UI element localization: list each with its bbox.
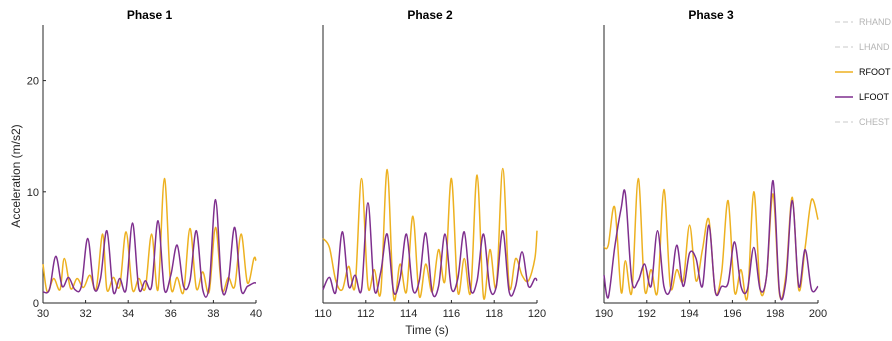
legend-label: LHAND: [859, 42, 890, 52]
x-tick-label: 34: [122, 308, 134, 320]
x-tick-label: 112: [357, 308, 375, 320]
series-line-lfoot: [42, 198, 257, 298]
x-tick-label: 110: [314, 308, 332, 320]
legend-item-rhand: RHAND: [835, 17, 892, 27]
x-tick-label: 198: [766, 308, 784, 320]
legend-item-lfoot: LFOOT: [835, 92, 890, 102]
x-tick-label: 118: [485, 308, 503, 320]
series-line-rfoot: [42, 177, 257, 295]
y-tick-label: 0: [33, 298, 39, 310]
legend-label: CHEST: [859, 117, 890, 127]
x-tick-label: 40: [250, 308, 262, 320]
y-tick-label: 20: [27, 76, 39, 88]
x-axis-label: Time (s): [405, 323, 449, 337]
legend-label: LFOOT: [859, 92, 890, 102]
x-tick-label: 200: [809, 308, 827, 320]
legend-item-chest: CHEST: [835, 117, 890, 127]
x-tick-label: 192: [638, 308, 656, 320]
panel-1: Phase 1 30 32 34 36 38 40 0 10 20: [27, 8, 262, 320]
legend-item-lhand: LHAND: [835, 42, 890, 52]
y-tick-label: 10: [27, 187, 39, 199]
x-tick-label: 38: [207, 308, 219, 320]
x-tick-label: 114: [400, 308, 418, 320]
x-tick-label: 30: [37, 308, 49, 320]
legend-item-rfoot: RFOOT: [835, 67, 891, 77]
x-tick-label: 116: [443, 308, 461, 320]
legend: RHAND LHAND RFOOT LFOOT CHEST: [835, 17, 892, 127]
x-tick-label: 190: [595, 308, 613, 320]
legend-label: RFOOT: [859, 67, 891, 77]
x-tick-label: 32: [79, 308, 91, 320]
legend-label: RHAND: [859, 17, 892, 27]
x-tick-label: 36: [165, 308, 177, 320]
panel-title: Phase 3: [688, 8, 734, 22]
y-axis-label: Acceleration (m/s2): [9, 124, 23, 227]
series-line-lfoot: [603, 179, 819, 301]
x-tick-label: 196: [723, 308, 741, 320]
panel-title: Phase 2: [407, 8, 453, 22]
panel-title: Phase 1: [127, 8, 173, 22]
panels-layer: Phase 1 30 32 34 36 38 40 0 10 20 Phase 2 110 112 114…: [27, 8, 827, 320]
x-tick-label: 120: [528, 308, 546, 320]
series-line-lfoot: [322, 202, 538, 298]
panel-3: Phase 3 190 192 194 196 198 200: [595, 8, 827, 320]
x-tick-label: 194: [680, 308, 698, 320]
panel-2: Phase 2 110 112 114 116 118 120: [314, 8, 546, 320]
